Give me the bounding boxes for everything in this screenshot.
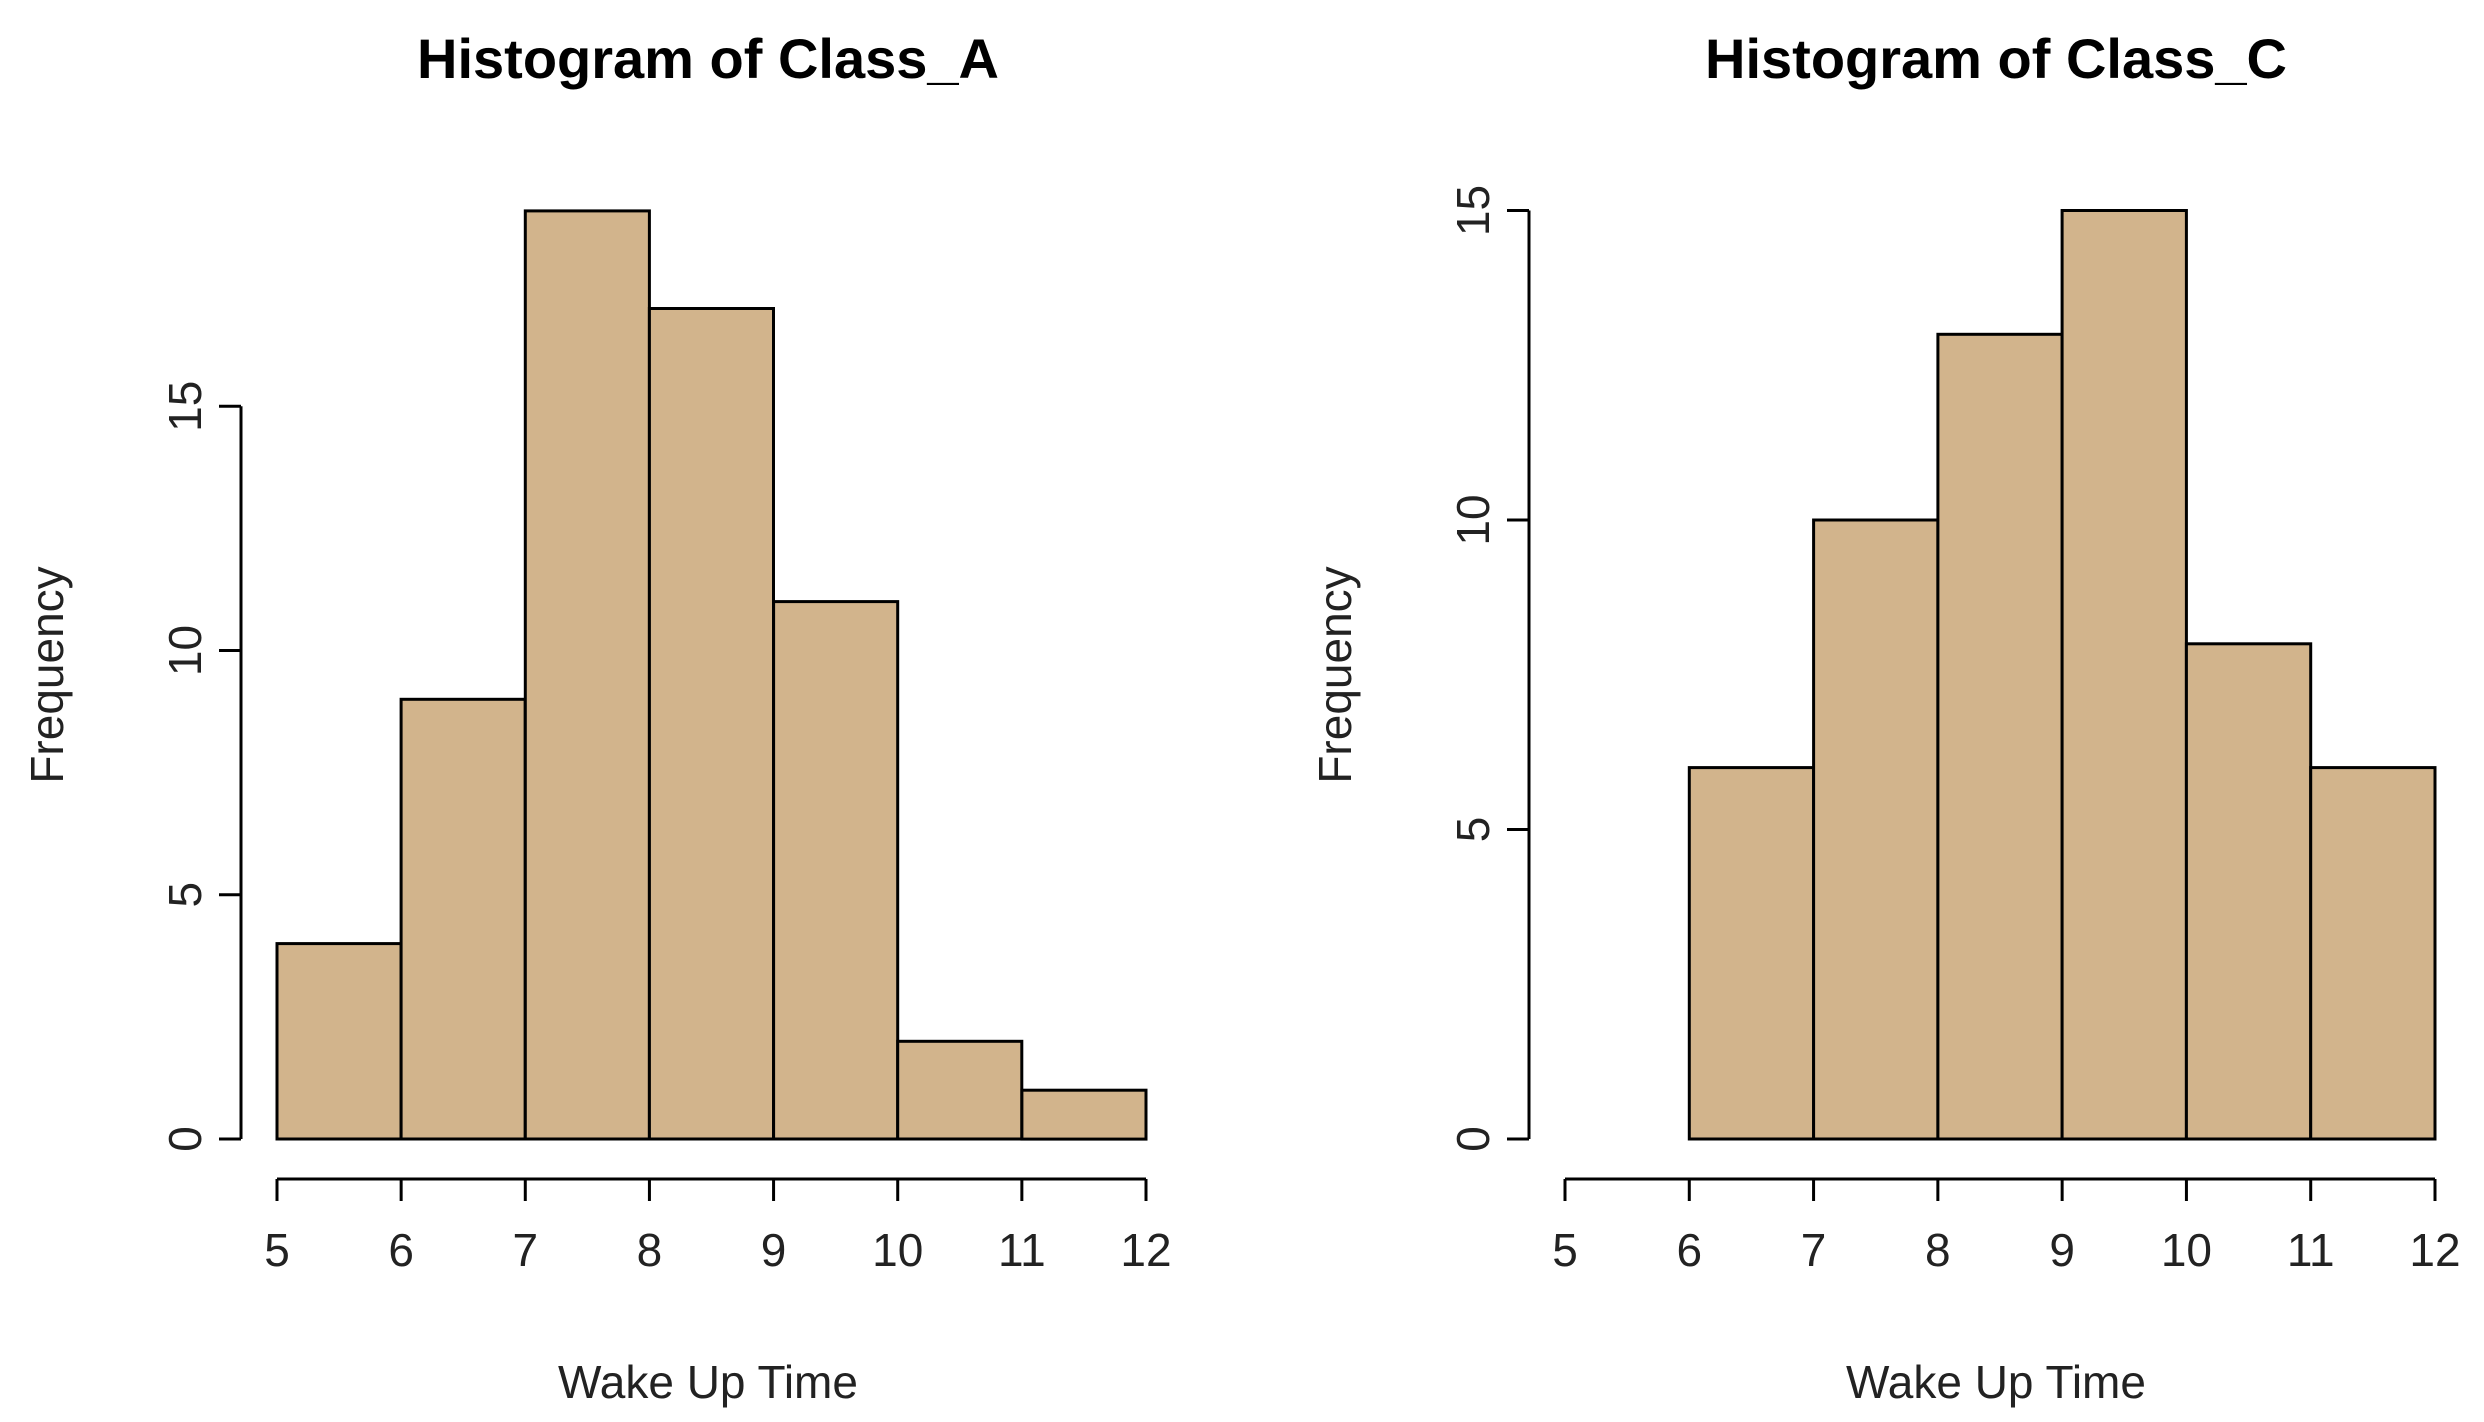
y-tick-label: 0 [159, 1126, 211, 1152]
histogram-bar-8-9 [647, 307, 776, 1141]
histogram-bar-10-11 [896, 1039, 1024, 1141]
x-tick-label: 11 [998, 1224, 1046, 1276]
y-tick-label: 10 [159, 625, 211, 676]
histogram-panel-class-c: Histogram of Class_C Wake Up Time Freque… [1309, 27, 2461, 1408]
x-axis: 5 6 7 8 9 10 11 12 [1552, 1177, 2461, 1276]
x-tick-label: 5 [264, 1224, 290, 1276]
histogram-bar-11-12 [1020, 1088, 1148, 1141]
histogram-bar-5-6 [275, 942, 403, 1141]
x-tick-label: 8 [637, 1224, 663, 1276]
histogram-bar-11-12 [2309, 766, 2437, 1141]
x-tick-label: 9 [761, 1224, 787, 1276]
histogram-bar-7-8 [523, 209, 651, 1141]
histogram-bar-6-7 [1687, 766, 1816, 1141]
histogram-bar-6-7 [399, 697, 527, 1141]
y-axis-title: Frequency [1309, 566, 1361, 783]
histogram-bar-9-10 [772, 600, 900, 1141]
histogram-bar-9-10 [2060, 209, 2188, 1141]
x-axis: 5 6 7 8 9 10 11 12 [264, 1177, 1172, 1276]
y-tick-label: 5 [159, 882, 211, 908]
x-tick-label: 8 [1925, 1224, 1951, 1276]
y-tick-label: 5 [1447, 817, 1499, 843]
x-tick-label: 7 [1801, 1224, 1827, 1276]
chart-title: Histogram of Class_A [417, 27, 999, 90]
x-axis-title: Wake Up Time [558, 1356, 858, 1408]
y-tick-label: 15 [1447, 185, 1499, 236]
x-tick-label: 9 [2049, 1224, 2075, 1276]
bars [275, 209, 1148, 1141]
x-tick-label: 12 [1120, 1224, 1171, 1276]
y-tick-label: 15 [159, 381, 211, 432]
x-tick-label: 10 [872, 1224, 923, 1276]
x-tick-label: 5 [1552, 1224, 1578, 1276]
histogram-bar-10-11 [2184, 642, 2313, 1141]
x-tick-label: 11 [2287, 1224, 2335, 1276]
x-tick-label: 7 [512, 1224, 538, 1276]
x-tick-label: 6 [388, 1224, 414, 1276]
y-tick-label: 10 [1447, 494, 1499, 545]
histogram-bar-7-8 [1812, 518, 1940, 1141]
y-axis: 0 5 10 15 [159, 381, 243, 1152]
bars [1687, 209, 2437, 1141]
chart-title: Histogram of Class_C [1705, 27, 2287, 90]
y-tick-label: 0 [1447, 1126, 1499, 1152]
histogram-panel-class-a: Histogram of Class_A Wake Up Time Freque… [21, 27, 1172, 1408]
x-tick-label: 10 [2161, 1224, 2212, 1276]
y-axis: 0 5 10 15 [1447, 185, 1531, 1152]
x-axis-title: Wake Up Time [1846, 1356, 2146, 1408]
y-axis-title: Frequency [21, 566, 73, 783]
histogram-bar-8-9 [1936, 332, 2064, 1141]
x-tick-label: 12 [2409, 1224, 2460, 1276]
x-tick-label: 6 [1676, 1224, 1702, 1276]
